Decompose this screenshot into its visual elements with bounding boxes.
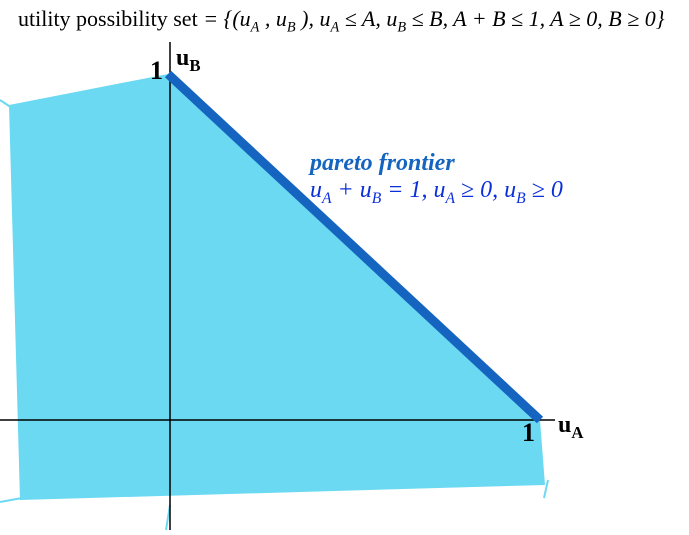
utility-possibility-region <box>9 74 545 500</box>
pareto-frontier-label: pareto frontier uA + uB = 1, uA ≥ 0, uB … <box>310 150 563 208</box>
plot-svg <box>0 0 689 535</box>
y-axis-label: uB <box>176 45 201 76</box>
title-body: {(uA , uB ), uA ≤ A, uB ≤ B, A + B ≤ 1, … <box>224 6 665 31</box>
title-prefix: utility possibility set <box>18 6 203 31</box>
x-tick-1: 1 <box>522 418 535 448</box>
utility-set-definition: utility possibility set = {(uA , uB ), u… <box>18 6 665 36</box>
title-eq: = <box>203 6 218 31</box>
frontier-label-line1: pareto frontier <box>310 150 563 177</box>
frontier-label-line2: uA + uB = 1, uA ≥ 0, uB ≥ 0 <box>310 177 563 208</box>
diagram-canvas: { "title": { "prefix_rm": "utility possi… <box>0 0 689 535</box>
x-axis-label: uA <box>558 412 583 443</box>
y-tick-1: 1 <box>150 56 163 86</box>
